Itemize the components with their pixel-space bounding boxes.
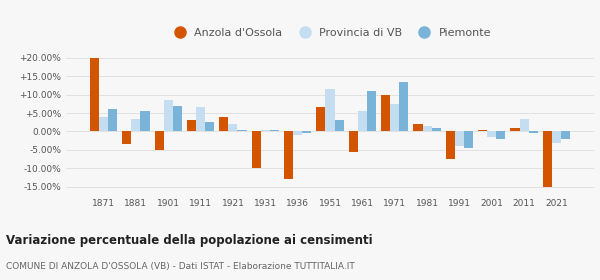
Bar [205,122,214,132]
Text: Variazione percentuale della popolazione ai censimenti: Variazione percentuale della popolazione… [6,234,373,247]
Bar [552,132,561,143]
Bar [561,132,570,139]
Bar [367,91,376,132]
Bar [325,89,335,132]
Bar [381,95,390,132]
Bar [270,130,279,132]
Bar [335,120,344,132]
Bar [487,132,496,137]
Bar [349,132,358,152]
Bar [220,117,229,132]
Bar [187,120,196,132]
Bar [496,132,505,139]
Bar [511,128,520,132]
Text: COMUNE DI ANZOLA D'OSSOLA (VB) - Dati ISTAT - Elaborazione TUTTITALIA.IT: COMUNE DI ANZOLA D'OSSOLA (VB) - Dati IS… [6,262,355,271]
Bar [140,111,149,132]
Bar [261,130,270,132]
Bar [478,130,487,132]
Bar [543,132,552,187]
Bar [122,132,131,144]
Bar [196,108,205,132]
Bar [431,128,440,132]
Bar [238,130,247,132]
Bar [284,132,293,179]
Bar [108,109,117,132]
Bar [520,118,529,132]
Bar [446,132,455,159]
Bar [99,117,108,132]
Bar [131,118,140,132]
Bar [455,132,464,146]
Bar [173,106,182,132]
Bar [229,124,238,132]
Bar [422,126,431,132]
Bar [358,111,367,132]
Bar [302,132,311,133]
Bar [90,58,99,132]
Bar [316,108,325,132]
Bar [155,132,164,150]
Bar [293,132,302,135]
Bar [529,132,538,133]
Bar [399,82,408,132]
Bar [164,100,173,132]
Bar [413,124,422,132]
Legend: Anzola d'Ossola, Provincia di VB, Piemonte: Anzola d'Ossola, Provincia di VB, Piemon… [164,23,496,42]
Bar [464,132,473,148]
Bar [390,104,399,132]
Bar [252,132,261,168]
